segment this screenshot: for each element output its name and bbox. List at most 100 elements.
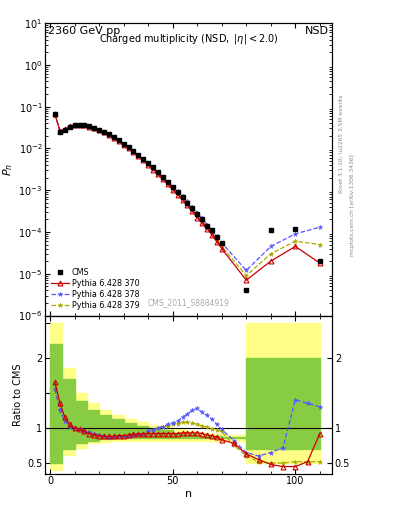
Line: Pythia 6.428 378: Pythia 6.428 378 bbox=[53, 112, 322, 273]
Pythia 6.428 378 bbox=[165, 179, 170, 185]
CMS bbox=[87, 123, 92, 129]
Pythia 6.428 370 bbox=[126, 145, 131, 152]
Pythia 6.428 378 bbox=[268, 243, 273, 249]
Pythia 6.428 370 bbox=[293, 243, 298, 249]
Pythia 6.428 370 bbox=[136, 153, 141, 159]
CMS bbox=[160, 174, 165, 180]
CMS bbox=[72, 122, 77, 128]
Pythia 6.428 370 bbox=[112, 135, 116, 141]
Pythia 6.428 378 bbox=[77, 121, 82, 127]
Pythia 6.428 379 bbox=[170, 185, 175, 191]
Pythia 6.428 378 bbox=[215, 233, 219, 240]
Pythia 6.428 379 bbox=[293, 238, 298, 244]
Pythia 6.428 370 bbox=[146, 161, 151, 167]
Line: CMS: CMS bbox=[53, 111, 322, 293]
CMS bbox=[205, 223, 209, 229]
Pythia 6.428 378 bbox=[190, 204, 195, 210]
Pythia 6.428 370 bbox=[200, 220, 204, 226]
Pythia 6.428 378 bbox=[160, 175, 165, 181]
Pythia 6.428 370 bbox=[215, 239, 219, 245]
X-axis label: n: n bbox=[185, 489, 192, 499]
Pythia 6.428 379 bbox=[136, 153, 141, 159]
CMS bbox=[219, 240, 224, 246]
Pythia 6.428 370 bbox=[72, 121, 77, 127]
Pythia 6.428 379 bbox=[82, 122, 87, 128]
CMS bbox=[209, 227, 214, 233]
Pythia 6.428 379 bbox=[146, 161, 151, 167]
CMS bbox=[170, 184, 175, 190]
Pythia 6.428 370 bbox=[121, 142, 126, 148]
CMS bbox=[121, 141, 126, 147]
Pythia 6.428 378 bbox=[185, 198, 190, 204]
Pythia 6.428 378 bbox=[170, 184, 175, 190]
Pythia 6.428 379 bbox=[57, 128, 62, 134]
Pythia 6.428 379 bbox=[107, 132, 111, 138]
Pythia 6.428 379 bbox=[175, 190, 180, 196]
Pythia 6.428 378 bbox=[136, 153, 141, 159]
Pythia 6.428 378 bbox=[67, 123, 72, 129]
Pythia 6.428 378 bbox=[205, 222, 209, 228]
Pythia 6.428 379 bbox=[92, 125, 97, 132]
Line: Pythia 6.428 379: Pythia 6.428 379 bbox=[53, 112, 322, 278]
Pythia 6.428 379 bbox=[318, 242, 322, 248]
CMS bbox=[200, 216, 204, 222]
Pythia 6.428 379 bbox=[87, 123, 92, 130]
Pythia 6.428 379 bbox=[67, 123, 72, 129]
Pythia 6.428 379 bbox=[200, 218, 204, 224]
CMS bbox=[82, 122, 87, 128]
CMS bbox=[244, 287, 249, 293]
Pythia 6.428 378 bbox=[121, 142, 126, 148]
Pythia 6.428 378 bbox=[244, 267, 249, 273]
Pythia 6.428 370 bbox=[175, 191, 180, 198]
CMS bbox=[77, 121, 82, 127]
CMS bbox=[175, 189, 180, 195]
Pythia 6.428 370 bbox=[53, 111, 57, 117]
Pythia 6.428 379 bbox=[195, 212, 200, 219]
Pythia 6.428 370 bbox=[156, 171, 160, 177]
Pythia 6.428 378 bbox=[82, 122, 87, 128]
Pythia 6.428 370 bbox=[244, 277, 249, 283]
Pythia 6.428 370 bbox=[87, 123, 92, 130]
Pythia 6.428 378 bbox=[219, 240, 224, 246]
Pythia 6.428 379 bbox=[160, 176, 165, 182]
Pythia 6.428 379 bbox=[53, 111, 57, 117]
Pythia 6.428 379 bbox=[190, 206, 195, 212]
Pythia 6.428 370 bbox=[116, 138, 121, 144]
Pythia 6.428 370 bbox=[102, 130, 107, 136]
Pythia 6.428 379 bbox=[156, 170, 160, 177]
CMS bbox=[136, 152, 141, 158]
Pythia 6.428 378 bbox=[112, 135, 116, 141]
CMS bbox=[97, 126, 101, 133]
Pythia 6.428 370 bbox=[107, 132, 111, 138]
Pythia 6.428 379 bbox=[215, 237, 219, 243]
Text: mcplots.cern.ch [arXiv:1306.3436]: mcplots.cern.ch [arXiv:1306.3436] bbox=[350, 154, 355, 255]
Pythia 6.428 379 bbox=[205, 224, 209, 230]
CMS bbox=[156, 169, 160, 175]
Pythia 6.428 370 bbox=[77, 121, 82, 127]
CMS bbox=[116, 137, 121, 143]
Pythia 6.428 378 bbox=[175, 188, 180, 195]
CMS bbox=[53, 111, 57, 117]
Pythia 6.428 378 bbox=[151, 165, 156, 172]
Pythia 6.428 379 bbox=[131, 149, 136, 155]
Pythia 6.428 378 bbox=[53, 111, 57, 117]
CMS bbox=[126, 143, 131, 150]
Pythia 6.428 378 bbox=[293, 231, 298, 237]
Line: Pythia 6.428 370: Pythia 6.428 370 bbox=[53, 112, 322, 283]
Pythia 6.428 378 bbox=[116, 138, 121, 144]
Pythia 6.428 378 bbox=[146, 161, 151, 167]
CMS bbox=[195, 211, 200, 217]
Text: NSD: NSD bbox=[305, 26, 329, 36]
CMS bbox=[215, 234, 219, 240]
Pythia 6.428 378 bbox=[195, 209, 200, 216]
Pythia 6.428 370 bbox=[209, 232, 214, 238]
CMS bbox=[102, 129, 107, 135]
CMS bbox=[92, 125, 97, 131]
Pythia 6.428 379 bbox=[180, 195, 185, 201]
Pythia 6.428 379 bbox=[185, 200, 190, 206]
CMS bbox=[293, 226, 298, 232]
Pythia 6.428 370 bbox=[151, 166, 156, 173]
Pythia 6.428 370 bbox=[219, 245, 224, 251]
Pythia 6.428 370 bbox=[268, 258, 273, 264]
CMS bbox=[180, 194, 185, 200]
